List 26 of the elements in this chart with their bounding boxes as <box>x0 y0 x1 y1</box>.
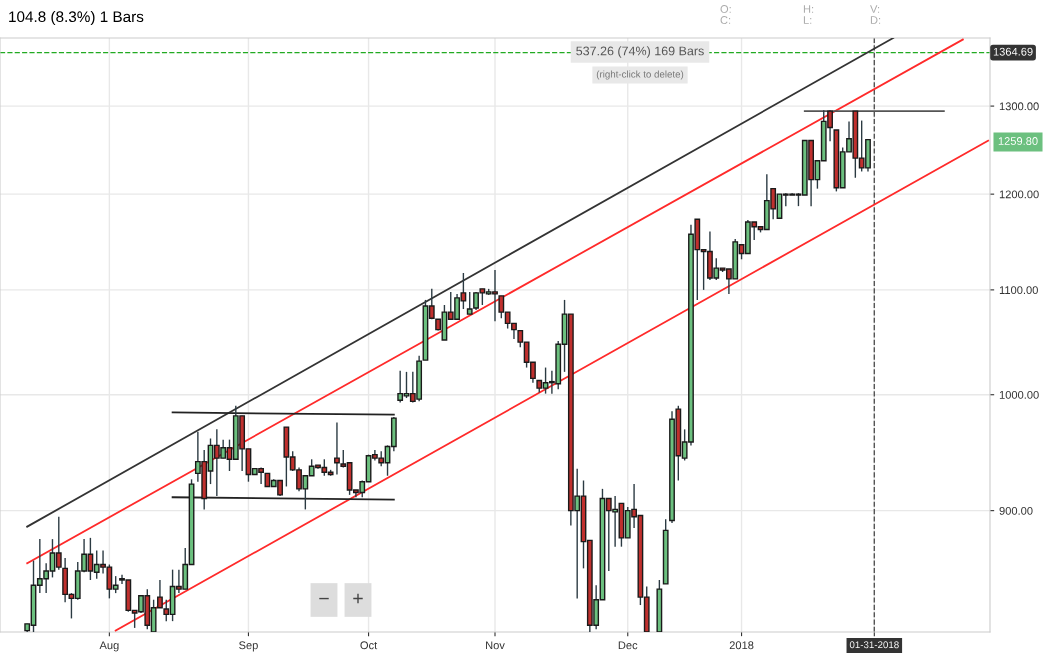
x-tick-label: Aug <box>99 641 119 652</box>
text: 104.8 (8.3%) 1 Bars <box>9 10 144 26</box>
candlestick <box>334 421 340 476</box>
annotation: + <box>353 593 363 604</box>
text: C: <box>720 16 731 24</box>
y-tick-label: 900.00 <box>999 506 1033 515</box>
annotation: 537.26 (74%) 169 Bars <box>576 46 704 58</box>
x-tick-label: Nov <box>486 641 505 650</box>
text: O: <box>720 5 731 13</box>
ref-line-label: 1364.69 <box>993 47 1033 56</box>
text: L: <box>803 16 812 24</box>
annotation: (right-click to delete) <box>596 70 684 80</box>
x-tick-label: Oct <box>360 641 378 650</box>
y-tick-label: 1100.00 <box>999 286 1038 295</box>
text: 1259.80 <box>998 137 1038 145</box>
text: D: <box>870 16 881 24</box>
x-tick-label: Sep <box>239 641 258 652</box>
annotation: − <box>319 597 329 600</box>
x-tick-label: Dec <box>618 641 638 650</box>
y-tick-label: 1000.00 <box>999 391 1039 399</box>
y-tick-label: 1200.00 <box>999 190 1039 199</box>
text: H: <box>803 5 814 13</box>
y-tick-label: 1300.00 <box>999 102 1039 111</box>
x-tick-label: 01-31-2018 <box>849 641 899 649</box>
text: V: <box>870 5 880 13</box>
x-tick-label: 2018 <box>729 641 754 650</box>
